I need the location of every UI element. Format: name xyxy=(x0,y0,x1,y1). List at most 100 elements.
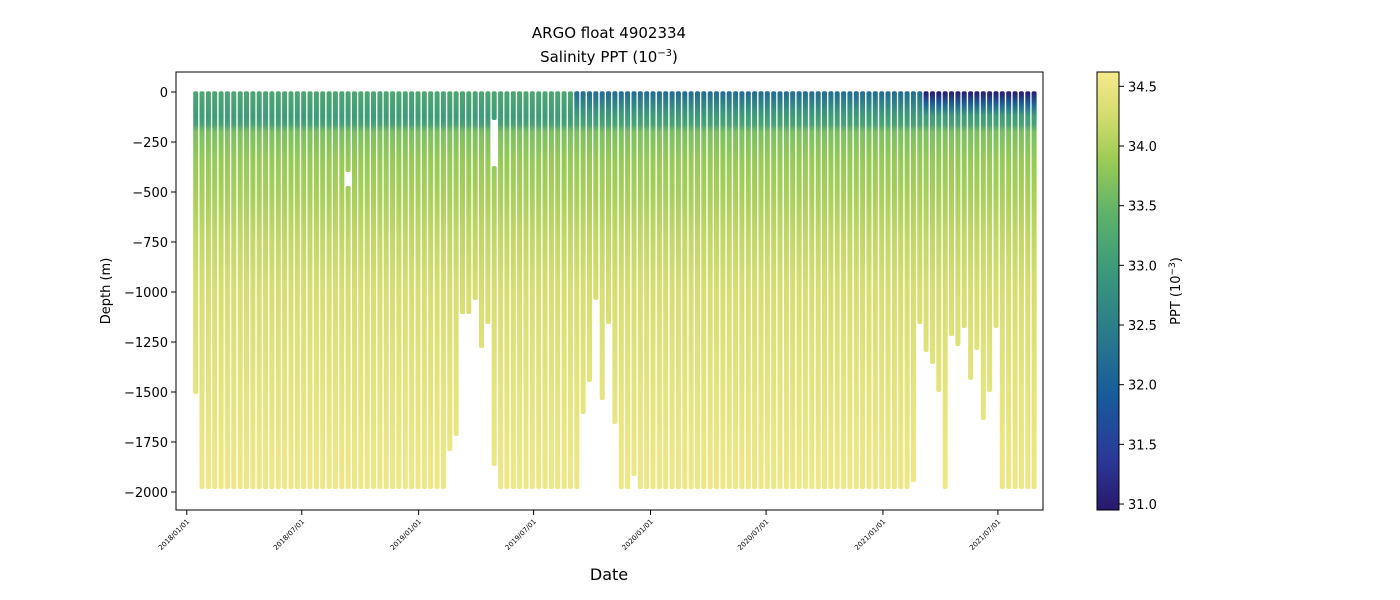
profile-strip xyxy=(688,91,694,489)
profile-strip xyxy=(783,91,789,489)
profile-strip xyxy=(961,91,967,328)
profile-strip xyxy=(269,91,275,489)
profile-strip xyxy=(637,91,643,489)
profile-strip xyxy=(625,91,631,489)
chart-title: ARGO float 4902334 xyxy=(532,24,686,42)
colorbar-label-prefix: PPT (10 xyxy=(1169,275,1184,324)
profile-strip xyxy=(898,91,904,489)
x-tick-label: 2021/01/01 xyxy=(853,518,887,552)
profile-strip xyxy=(777,91,783,489)
profile-strip xyxy=(548,91,554,489)
profile-strip xyxy=(949,91,954,336)
colorbar-label-suffix: ) xyxy=(1169,257,1184,262)
y-tick-label: −1500 xyxy=(124,386,168,401)
profile-strip xyxy=(752,91,758,489)
profile-strip xyxy=(396,91,402,489)
profile-strip xyxy=(307,91,313,489)
profile-strip xyxy=(644,91,650,489)
profile-strip xyxy=(885,91,891,489)
profile-strip xyxy=(663,91,669,489)
profile-strip xyxy=(288,91,294,489)
profile-strip xyxy=(409,91,415,489)
colorbar-ticks: 31.0 31.5 32.0 32.5 33.0 33.5 34.0 34.5 xyxy=(1119,80,1157,513)
profile-strip xyxy=(193,91,199,394)
profile-strip xyxy=(345,91,351,172)
profile-strip xyxy=(790,91,796,489)
profile-strip xyxy=(815,91,821,489)
subtitle-suffix: ) xyxy=(672,48,678,66)
profile-strip xyxy=(574,91,580,489)
profile-strip xyxy=(828,91,834,489)
profile-strip xyxy=(282,91,288,489)
profile-strip xyxy=(872,91,878,489)
profile-strip xyxy=(301,91,307,489)
profile-strip xyxy=(542,91,548,489)
profile-strip xyxy=(860,91,866,489)
profile-strip xyxy=(745,91,751,489)
x-axis-label: Date xyxy=(590,565,628,584)
profile-strip xyxy=(1031,91,1037,489)
profile-strip xyxy=(466,91,472,314)
profile-strip xyxy=(447,91,453,451)
profile-strip xyxy=(567,91,573,489)
x-axis-ticks: 2018/01/01 2018/07/01 2019/01/01 2019/07/01… xyxy=(157,510,1002,552)
profile-strip xyxy=(536,91,542,489)
plot-frame xyxy=(175,71,1044,511)
colorbar-tick-label: 33.5 xyxy=(1128,200,1157,215)
y-tick-label: −2000 xyxy=(124,486,168,501)
profile-strip xyxy=(485,91,491,324)
colorbar-tick-label: 34.0 xyxy=(1128,140,1157,155)
profile-strip xyxy=(771,91,777,489)
profile-strip xyxy=(491,91,497,120)
y-axis-ticks: 0 −250 −500 −750 −1000 −1250 −1500 −1750 −2000 xyxy=(124,86,176,501)
y-tick-label: −1250 xyxy=(124,336,168,351)
profile-strip xyxy=(841,91,847,489)
profile-strip xyxy=(453,91,459,436)
profile-strip xyxy=(237,91,243,489)
profile-strip xyxy=(1012,91,1018,489)
colorbar-tick-label: 31.0 xyxy=(1128,498,1157,513)
profile-strip xyxy=(587,91,592,382)
profile-strip xyxy=(682,91,688,489)
colorbar-gradient xyxy=(1096,71,1120,511)
profile-strip xyxy=(352,91,357,489)
x-tick-label: 2020/01/01 xyxy=(621,518,655,552)
x-tick-label: 2019/01/01 xyxy=(389,518,423,552)
profile-strip xyxy=(313,91,319,489)
profile-strip xyxy=(974,91,980,350)
profile-strip xyxy=(853,91,859,489)
profile-strip xyxy=(402,91,408,489)
profile-strip xyxy=(383,91,389,489)
profile-strip xyxy=(917,91,923,324)
y-tick-label: −500 xyxy=(132,186,168,201)
profile-strip xyxy=(1006,91,1012,489)
profile-strip xyxy=(847,91,853,489)
profile-strip xyxy=(244,91,249,489)
profile-strip xyxy=(650,91,656,489)
profile-strip xyxy=(631,91,637,476)
profile-strip xyxy=(580,91,586,414)
colorbar-tick-label: 32.5 xyxy=(1128,319,1157,334)
profile-strip xyxy=(809,91,815,489)
profile-strip xyxy=(942,91,948,489)
profile-strip xyxy=(364,91,370,489)
profile-strip xyxy=(612,91,618,424)
profile-strip xyxy=(1018,91,1024,489)
profile-strip xyxy=(561,91,567,489)
profile-strip xyxy=(231,91,237,489)
profile-strip xyxy=(517,91,523,489)
x-tick-label: 2018/07/01 xyxy=(272,518,306,552)
colorbar-label: PPT (10−3) xyxy=(1168,257,1184,325)
profile-strip xyxy=(294,91,300,489)
profile-strip xyxy=(675,91,681,489)
profile-strip xyxy=(834,91,840,489)
profile-strip xyxy=(440,91,446,489)
profile-strip xyxy=(339,91,345,489)
profile-strip xyxy=(479,91,484,348)
y-tick-label: 0 xyxy=(160,86,168,101)
profile-strip xyxy=(968,91,974,380)
profile-strip xyxy=(491,166,497,466)
x-tick-label: 2020/07/01 xyxy=(736,518,770,552)
profile-strip xyxy=(434,91,440,489)
